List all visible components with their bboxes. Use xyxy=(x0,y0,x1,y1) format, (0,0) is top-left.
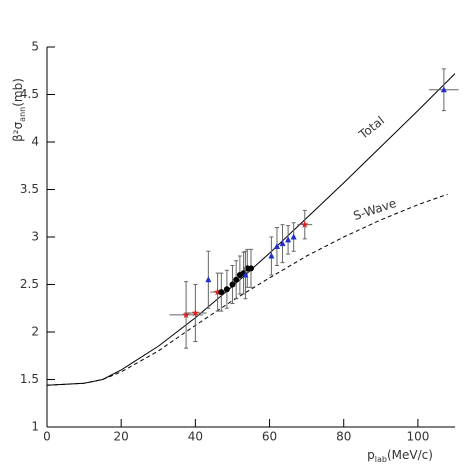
point xyxy=(205,276,212,283)
x-label-subscript: lab xyxy=(375,455,387,464)
x-tick-label: 20 xyxy=(114,430,129,444)
point xyxy=(268,252,275,259)
point xyxy=(248,265,254,272)
y-label-subscript: ann xyxy=(18,107,27,122)
point xyxy=(191,309,200,317)
y-tick-label: 4 xyxy=(31,135,39,149)
point xyxy=(233,276,240,283)
point xyxy=(223,286,230,293)
y-tick-label: 2 xyxy=(31,325,39,339)
point xyxy=(279,240,286,247)
x-tick-label: 100 xyxy=(406,430,429,444)
x-label-symbol: p xyxy=(367,448,375,462)
curve xyxy=(46,73,456,386)
x-tick-label: 60 xyxy=(262,430,277,444)
x-axis-label: plab(MeV/c) xyxy=(367,448,433,464)
curve-label: Total xyxy=(356,113,387,142)
point xyxy=(300,220,309,228)
x-tick-label: 80 xyxy=(336,430,351,444)
point xyxy=(229,281,236,288)
y-tick-label: 1 xyxy=(31,420,39,434)
point xyxy=(213,288,222,296)
y-tick-label: 2.5 xyxy=(20,277,39,291)
curve xyxy=(46,193,448,386)
y-label-symbol: β²σ xyxy=(11,121,25,141)
y-label-unit: (mb) xyxy=(11,78,25,107)
point xyxy=(440,86,447,93)
y-tick-label: 5 xyxy=(31,40,39,54)
y-tick-label: 3.5 xyxy=(20,182,39,196)
y-axis-label: β²σann(mb) xyxy=(11,78,27,142)
point xyxy=(290,233,297,240)
y-tick-label: 1.5 xyxy=(20,372,39,386)
point xyxy=(182,310,190,319)
point xyxy=(242,271,249,278)
x-tick-label: 40 xyxy=(188,430,203,444)
y-tick-label: 3 xyxy=(31,230,39,244)
point xyxy=(285,236,292,243)
y-tick-label: 4.5 xyxy=(20,87,39,101)
point xyxy=(218,289,225,296)
x-label-unit: (MeV/c) xyxy=(387,448,433,462)
point xyxy=(273,243,280,249)
x-tick-label: 0 xyxy=(43,430,51,444)
curve-label: S-Wave xyxy=(352,196,399,223)
